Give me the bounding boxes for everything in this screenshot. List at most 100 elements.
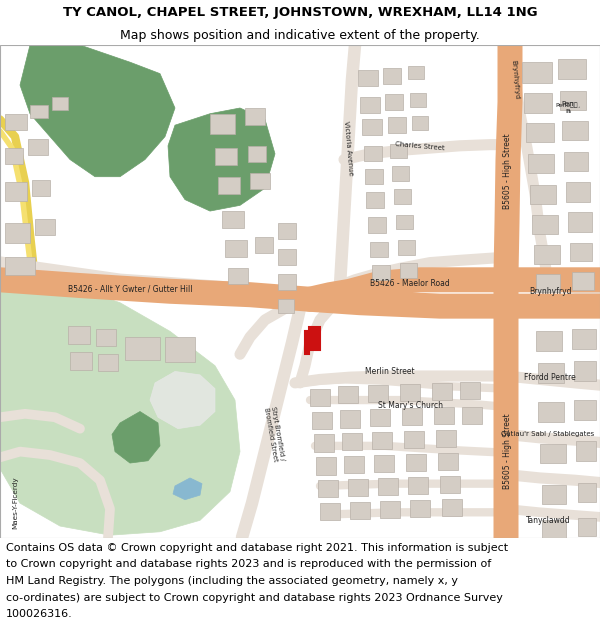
Polygon shape bbox=[0, 280, 240, 535]
Polygon shape bbox=[366, 192, 384, 208]
Text: St Mary's Church: St Mary's Church bbox=[377, 401, 443, 410]
Polygon shape bbox=[360, 96, 380, 112]
Polygon shape bbox=[400, 384, 420, 401]
Polygon shape bbox=[432, 383, 452, 400]
Text: Merlin Street: Merlin Street bbox=[365, 367, 415, 376]
Polygon shape bbox=[410, 500, 430, 517]
Text: Brynhyfryd: Brynhyfryd bbox=[510, 59, 520, 99]
Polygon shape bbox=[70, 352, 92, 370]
Polygon shape bbox=[52, 96, 68, 110]
Polygon shape bbox=[245, 108, 265, 125]
Polygon shape bbox=[442, 499, 462, 516]
Polygon shape bbox=[572, 272, 594, 290]
Polygon shape bbox=[358, 70, 378, 86]
Polygon shape bbox=[408, 66, 424, 79]
Polygon shape bbox=[528, 154, 554, 173]
Text: Stryt Bromfield /
Bromfield Street: Stryt Bromfield / Bromfield Street bbox=[263, 406, 285, 462]
Polygon shape bbox=[312, 411, 332, 429]
Polygon shape bbox=[362, 119, 382, 136]
Text: HM Land Registry. The polygons (including the associated geometry, namely x, y: HM Land Registry. The polygons (includin… bbox=[6, 576, 458, 586]
Polygon shape bbox=[562, 121, 588, 140]
Polygon shape bbox=[380, 501, 400, 518]
Polygon shape bbox=[396, 214, 413, 229]
Polygon shape bbox=[248, 146, 266, 162]
Text: 100026316.: 100026316. bbox=[6, 609, 73, 619]
Polygon shape bbox=[574, 400, 596, 419]
Polygon shape bbox=[524, 93, 552, 112]
Polygon shape bbox=[572, 329, 596, 349]
Polygon shape bbox=[215, 148, 237, 165]
Polygon shape bbox=[368, 385, 388, 402]
Polygon shape bbox=[365, 169, 383, 184]
Polygon shape bbox=[125, 337, 160, 360]
Polygon shape bbox=[372, 432, 392, 449]
Polygon shape bbox=[210, 114, 235, 134]
Polygon shape bbox=[5, 148, 23, 164]
Polygon shape bbox=[392, 166, 409, 181]
Polygon shape bbox=[388, 117, 406, 133]
Polygon shape bbox=[540, 444, 566, 463]
Polygon shape bbox=[400, 262, 417, 278]
Polygon shape bbox=[370, 409, 390, 426]
Polygon shape bbox=[316, 458, 336, 474]
Polygon shape bbox=[278, 274, 296, 290]
Polygon shape bbox=[225, 240, 247, 257]
Polygon shape bbox=[526, 123, 554, 142]
Polygon shape bbox=[460, 382, 480, 399]
Text: B5426 - Allt Y Gwter / Gutter Hill: B5426 - Allt Y Gwter / Gutter Hill bbox=[68, 284, 192, 294]
Polygon shape bbox=[278, 299, 294, 313]
Polygon shape bbox=[402, 408, 422, 425]
Text: Charles Street: Charles Street bbox=[395, 141, 445, 151]
Polygon shape bbox=[406, 454, 426, 471]
Polygon shape bbox=[310, 389, 330, 406]
Polygon shape bbox=[530, 185, 556, 204]
Polygon shape bbox=[255, 238, 273, 254]
Polygon shape bbox=[462, 407, 482, 424]
Polygon shape bbox=[566, 182, 590, 202]
Polygon shape bbox=[542, 485, 566, 504]
Polygon shape bbox=[320, 503, 340, 521]
Polygon shape bbox=[5, 222, 30, 243]
Polygon shape bbox=[278, 222, 296, 239]
Polygon shape bbox=[440, 476, 460, 493]
Text: Brynhyfryd: Brynhyfryd bbox=[529, 287, 571, 296]
Polygon shape bbox=[374, 455, 394, 472]
Polygon shape bbox=[20, 45, 175, 177]
Polygon shape bbox=[364, 146, 382, 161]
Polygon shape bbox=[370, 242, 388, 257]
Polygon shape bbox=[578, 518, 596, 536]
Polygon shape bbox=[394, 189, 411, 204]
Text: B5426 - Maelor Road: B5426 - Maelor Road bbox=[370, 279, 450, 288]
Polygon shape bbox=[390, 144, 407, 158]
Polygon shape bbox=[372, 265, 390, 280]
Polygon shape bbox=[404, 431, 424, 448]
Polygon shape bbox=[536, 274, 560, 292]
Polygon shape bbox=[542, 521, 566, 539]
Polygon shape bbox=[32, 180, 50, 196]
Polygon shape bbox=[278, 249, 296, 265]
Polygon shape bbox=[560, 91, 586, 110]
Polygon shape bbox=[5, 182, 27, 201]
Polygon shape bbox=[412, 116, 428, 130]
Text: Tanyclawdd: Tanyclawdd bbox=[526, 516, 571, 525]
Text: co-ordinates) are subject to Crown copyright and database rights 2023 Ordnance S: co-ordinates) are subject to Crown copyr… bbox=[6, 592, 503, 602]
Polygon shape bbox=[250, 173, 270, 189]
Text: to Crown copyright and database rights 2023 and is reproduced with the permissio: to Crown copyright and database rights 2… bbox=[6, 559, 491, 569]
Polygon shape bbox=[173, 478, 202, 500]
Polygon shape bbox=[408, 477, 428, 494]
Polygon shape bbox=[318, 480, 338, 498]
Polygon shape bbox=[576, 441, 596, 461]
Polygon shape bbox=[228, 268, 248, 284]
Polygon shape bbox=[5, 257, 35, 275]
Polygon shape bbox=[35, 219, 55, 235]
Text: Gatiau'r Sabl / Stablegates: Gatiau'r Sabl / Stablegates bbox=[502, 431, 595, 437]
Polygon shape bbox=[342, 433, 362, 451]
Polygon shape bbox=[5, 114, 27, 130]
Polygon shape bbox=[385, 94, 403, 110]
Polygon shape bbox=[538, 363, 564, 383]
Polygon shape bbox=[314, 434, 334, 452]
Polygon shape bbox=[305, 327, 320, 354]
Polygon shape bbox=[222, 211, 244, 228]
Polygon shape bbox=[112, 411, 160, 463]
Polygon shape bbox=[30, 104, 48, 118]
